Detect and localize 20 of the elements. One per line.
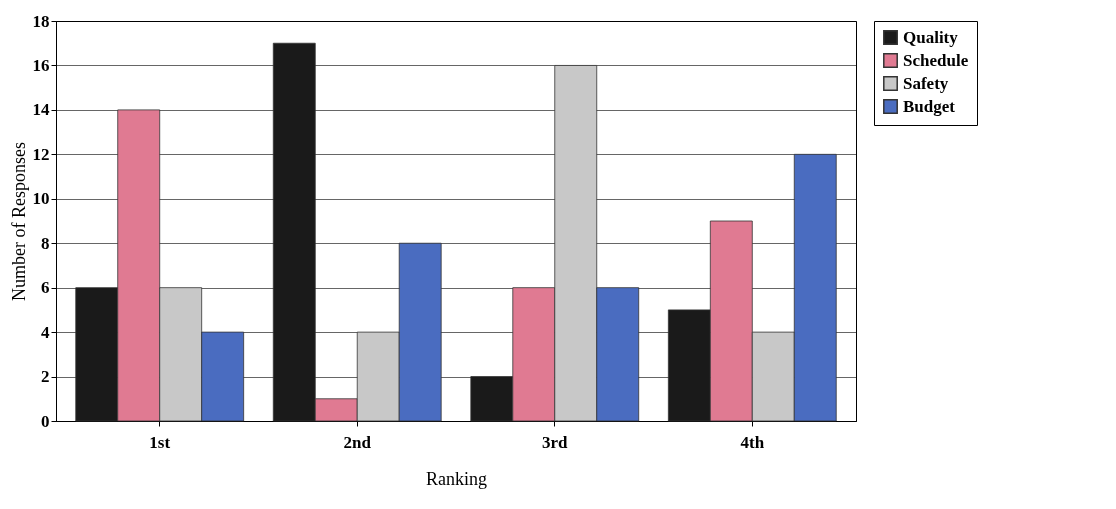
y-tick-label: 16 [32, 55, 50, 75]
y-tick-label: 8 [41, 233, 50, 253]
x-tick-label: 3rd [542, 432, 569, 452]
y-tick-label: 12 [32, 144, 50, 164]
legend-label: Budget [903, 96, 956, 116]
legend-label: Safety [903, 73, 949, 93]
y-tick-label: 18 [32, 11, 50, 31]
y-axis-title: Number of Responses [8, 142, 29, 301]
y-tick-label: 2 [41, 367, 50, 387]
legend-label: Quality [903, 27, 959, 47]
legend-label: Schedule [903, 50, 969, 70]
y-tick-label: 4 [41, 322, 50, 342]
x-tick-label: 2nd [343, 432, 372, 452]
y-tick-label: 6 [41, 278, 50, 298]
x-axis-title: Ranking [426, 468, 487, 489]
x-tick-label: 1st [149, 432, 171, 452]
x-tick-label: 4th [740, 432, 765, 452]
y-tick-label: 14 [32, 100, 50, 120]
y-tick-label: 10 [32, 189, 50, 209]
y-tick-label: 0 [41, 411, 50, 431]
